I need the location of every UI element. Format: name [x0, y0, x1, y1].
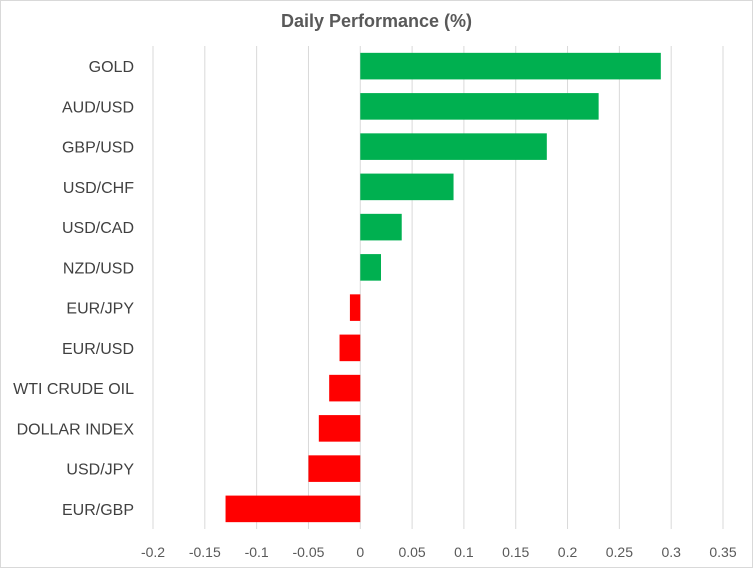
gridlines [152, 46, 724, 529]
x-tick-label: 0 [356, 544, 364, 560]
bar-eur-jpy [349, 294, 361, 321]
bar-usd-cad [360, 213, 402, 241]
bar-aud-usd [360, 93, 599, 120]
bar-dollar-index [318, 415, 361, 442]
x-tick-label: -0.05 [292, 544, 324, 560]
x-tick-label: 0.2 [558, 544, 578, 560]
x-tick-label: 0.1 [454, 544, 474, 560]
x-tick-label: -0.1 [245, 544, 269, 560]
category-label: WTI CRUDE OIL [13, 381, 134, 398]
bars [225, 52, 661, 523]
x-tick-label: 0.35 [709, 544, 736, 560]
category-label: NZD/USD [63, 260, 134, 277]
bar-gold [360, 52, 661, 80]
x-tick-label: 0.25 [606, 544, 633, 560]
x-tick-labels: -0.2 -0.15 -0.1 -0.05 0 0.05 0.1 0.15 0.2 0.25 0.3… [141, 544, 737, 560]
bar-eur-usd [339, 334, 361, 362]
chart-title: Daily Performance (%) [280, 11, 473, 31]
category-label: EUR/USD [62, 341, 134, 358]
bar-nzd-usd [360, 254, 381, 281]
bar-usd-chf [360, 173, 454, 201]
category-label: USD/CAD [62, 220, 134, 237]
category-label: AUD/USD [62, 99, 134, 116]
x-tick-label: -0.2 [141, 544, 165, 560]
bar-eur-gbp [225, 495, 361, 523]
category-labels: GOLD AUD/USD GBP/USD USD/CHF USD/CAD NZD/USD E… [13, 59, 134, 519]
x-tick-label: -0.15 [189, 544, 221, 560]
category-label: USD/CHF [63, 180, 134, 197]
bar-gbp-usd [360, 133, 547, 160]
x-tick-label: 0.3 [661, 544, 681, 560]
x-tick-label: 0.15 [502, 544, 529, 560]
category-label: EUR/JPY [66, 301, 134, 318]
category-label: EUR/GBP [62, 502, 134, 519]
category-label: USD/JPY [66, 462, 134, 479]
bar-wti-crude-oil [329, 374, 361, 402]
bar-usd-jpy [308, 455, 361, 482]
x-tick-label: 0.05 [398, 544, 425, 560]
category-label: GBP/USD [62, 140, 134, 157]
category-label: GOLD [89, 59, 134, 76]
category-label: DOLLAR INDEX [17, 421, 135, 438]
